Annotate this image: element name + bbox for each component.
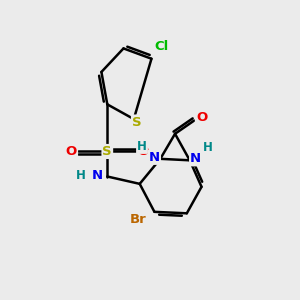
Text: Br: Br (130, 213, 147, 226)
Text: N: N (92, 169, 103, 182)
Text: O: O (138, 145, 149, 158)
Text: H: H (137, 140, 147, 153)
Text: Cl: Cl (155, 40, 169, 53)
Text: H: H (203, 141, 213, 154)
Text: N: N (190, 152, 201, 165)
Text: O: O (196, 111, 207, 124)
Text: H: H (76, 169, 86, 182)
Text: S: S (132, 116, 142, 128)
Text: N: N (149, 151, 160, 164)
Text: S: S (103, 145, 112, 158)
Text: O: O (66, 145, 77, 158)
